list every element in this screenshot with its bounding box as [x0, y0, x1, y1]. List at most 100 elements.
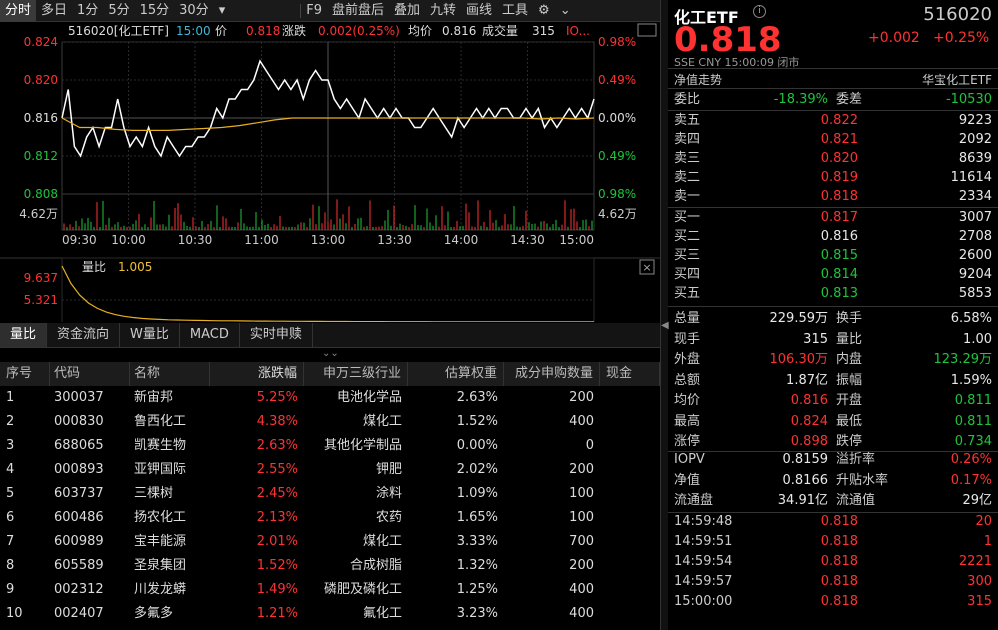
intraday-chart[interactable]: 516020[化工ETF] 15:00 价 0.818 涨跌 0.002(0.25%) 均价…: [0, 22, 660, 325]
gear-icon[interactable]: ⚙: [538, 2, 550, 18]
quote-cell: 流通盘: [674, 493, 714, 508]
subtab-1[interactable]: 资金流向: [47, 323, 121, 347]
table-cell: 000893: [54, 462, 104, 477]
toolbar-item-7[interactable]: F9: [306, 2, 322, 18]
price-change: +0.002: [868, 30, 920, 46]
quote-cell: 2708: [958, 229, 992, 244]
table-row[interactable]: 5 603737 三棵树 2.45% 涂料 1.09% 100: [0, 482, 660, 506]
lb-y-tick: 5.321: [24, 293, 58, 307]
subtab-2[interactable]: W量比: [120, 323, 180, 347]
toolbar-item-2[interactable]: 1分: [77, 2, 99, 18]
quote-cell: 0.818: [820, 554, 858, 569]
toolbar-item-9[interactable]: 叠加: [393, 2, 420, 18]
chart-header-change_label: 涨跌: [282, 23, 306, 38]
table-cell: 400: [569, 582, 594, 597]
toolbar-item-10[interactable]: 九转: [430, 2, 457, 18]
table-cell: 603737: [54, 486, 104, 501]
table-row[interactable]: 3 688065 凯赛生物 2.63% 其他化学制品 0.00% 0: [0, 434, 660, 458]
quote-cell: 振幅: [836, 372, 863, 388]
y-tick-right: 0.49%: [598, 149, 636, 163]
table-cell: 200: [569, 462, 594, 477]
quote-cell: 外盘: [674, 352, 701, 367]
table-cell: 煤化工: [362, 414, 402, 429]
stat-row: 总额 1.87亿 振幅 1.59%: [668, 371, 998, 391]
toolbar-item-8[interactable]: 盘前盘后: [331, 2, 384, 18]
table-cell: [600, 482, 660, 506]
table-row[interactable]: 10 002407 多氟多 1.21% 氟化工 3.23% 400: [0, 602, 660, 626]
quote-cell: 0.26%: [950, 452, 992, 467]
constituents-table: 序号 代码 名称 涨跌幅 申万三级行业 估算权重 成分申购数量 现金 1 300037 新宙邦 5.…: [0, 362, 660, 626]
bid-level: 买二 0.816 2708: [668, 227, 998, 247]
y-tick-left: 0.816: [24, 111, 58, 125]
x-tick: 10:00: [111, 233, 146, 247]
ask-level: 卖一 0.818 2334: [668, 187, 998, 207]
expand-icon[interactable]: ⌄⌄: [322, 348, 339, 359]
toolbar-item-3[interactable]: 5分: [108, 2, 130, 18]
quote-cell: 106.30万: [769, 352, 829, 367]
quote-cell: 2092: [958, 132, 992, 147]
table-row[interactable]: 2 000830 鲁西化工 4.38% 煤化工 1.52% 400: [0, 410, 660, 434]
panel-splitter[interactable]: [660, 0, 668, 630]
table-cell: 200: [569, 390, 594, 405]
quote-cell: 2221: [958, 554, 992, 569]
chart-header-vol_label: 成交量: [482, 23, 518, 38]
toolbar-item-11[interactable]: 画线: [466, 2, 493, 18]
col-header[interactable]: 成分申购数量: [504, 362, 600, 386]
quote-cell: 34.91亿: [777, 493, 828, 508]
chart-header-avg: 0.816: [442, 24, 476, 38]
table-header: 序号 代码 名称 涨跌幅 申万三级行业 估算权重 成分申购数量 现金: [0, 362, 660, 386]
table-cell: 002312: [54, 582, 104, 597]
toolbar-item-4[interactable]: 15分: [139, 2, 170, 18]
toolbar-item-12[interactable]: 工具: [502, 2, 529, 18]
table-row[interactable]: 8 605589 圣泉集团 1.52% 合成树脂 1.32% 200: [0, 554, 660, 578]
quote-cell: 29亿: [962, 493, 992, 508]
table-cell: 2.55%: [256, 462, 298, 477]
toolbar-item-0[interactable]: 分时: [0, 0, 37, 22]
subtab-4[interactable]: 实时申赎: [240, 323, 313, 347]
table-cell: 鲁西化工: [134, 414, 187, 429]
col-header[interactable]: 估算权重: [408, 362, 504, 386]
wb-value: -18.39%: [773, 92, 828, 107]
col-header[interactable]: 名称: [130, 362, 210, 386]
toolbar-item-1[interactable]: 多日: [41, 2, 68, 18]
col-header[interactable]: 代码: [50, 362, 130, 386]
table-cell: [600, 410, 660, 434]
chevron-icon[interactable]: ⌄: [559, 2, 571, 18]
table-row[interactable]: 1 300037 新宙邦 5.25% 电池化学品 2.63% 200: [0, 386, 660, 410]
subtab-0[interactable]: 量比: [0, 323, 48, 347]
quote-cell: 1.00: [963, 331, 992, 347]
table-cell: 6: [6, 510, 15, 525]
quote-panel: 化工ETF i 516020 0.818 +0.002 +0.25% SSE C…: [668, 0, 998, 630]
quote-cell: 0.813: [820, 286, 858, 301]
stat-row: 涨停 0.898 跌停 0.734: [668, 432, 998, 452]
quote-cell: 买一: [674, 210, 701, 225]
quote-cell: 跌停: [836, 434, 863, 449]
table-cell: 3: [6, 438, 15, 453]
collapse-arrow-icon[interactable]: ◀: [661, 320, 669, 331]
quote-cell: 买五: [674, 286, 701, 301]
table-row[interactable]: 9 002312 川发龙蟒 1.49% 磷肥及磷化工 1.25% 400: [0, 578, 660, 602]
nav-trend-link[interactable]: 净值走势: [674, 73, 723, 87]
table-row[interactable]: 4 000893 亚钾国际 2.55% 钾肥 2.02% 200: [0, 458, 660, 482]
table-cell: 5.25%: [256, 390, 298, 405]
table-cell: 605589: [54, 558, 104, 573]
info-icon[interactable]: i: [753, 5, 766, 18]
chart-header-vol: 315: [532, 24, 555, 38]
table-cell: 扬农化工: [134, 510, 187, 525]
col-header[interactable]: 申万三级行业: [304, 362, 408, 386]
table-row[interactable]: 6 600486 扬农化工 2.13% 农药 1.65% 100: [0, 506, 660, 530]
quote-cell: 0.811: [954, 413, 992, 429]
lb-y-tick: 9.637: [24, 271, 58, 285]
col-header[interactable]: 现金: [600, 362, 660, 386]
toolbar-item-5[interactable]: 30分: [179, 2, 209, 18]
quote-cell: 现手: [674, 331, 701, 347]
table-row[interactable]: 7 600989 宝丰能源 2.01% 煤化工 3.33% 700: [0, 530, 660, 554]
col-header[interactable]: 序号: [0, 362, 50, 386]
y-tick-left: 0.808: [24, 187, 58, 201]
toolbar-item-6[interactable]: ▾: [218, 2, 226, 18]
col-header[interactable]: 涨跌幅: [210, 362, 304, 386]
quote-cell: 0.811: [954, 393, 992, 408]
table-cell: 100: [569, 486, 594, 501]
subtab-3[interactable]: MACD: [180, 323, 240, 347]
chart-header-change: 0.002(0.25%): [318, 24, 400, 38]
